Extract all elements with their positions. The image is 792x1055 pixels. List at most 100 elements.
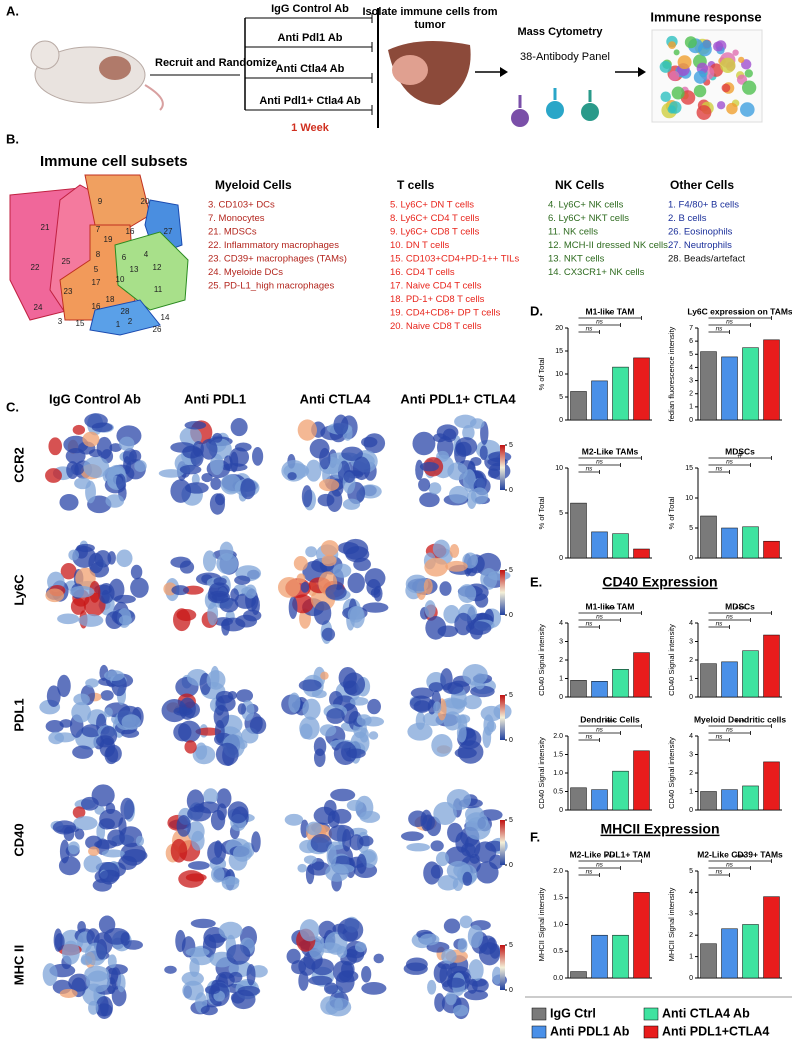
tsne-dot	[738, 56, 745, 63]
bar	[700, 515, 717, 559]
y-tick-label: 2	[689, 932, 693, 939]
tsne-dot	[732, 49, 739, 56]
tsne-cluster	[345, 546, 370, 563]
significance-label: ns	[726, 862, 734, 869]
cluster-label: 21	[41, 223, 50, 232]
subset-item: 5. Ly6C+ DN T cells	[390, 200, 474, 211]
significance-label: #	[737, 449, 742, 459]
colorbar	[500, 445, 505, 490]
tsne-cluster	[488, 451, 512, 463]
y-tick-label: 15	[555, 348, 563, 355]
tsne-cluster	[419, 492, 440, 508]
tsne-cluster	[45, 720, 64, 733]
duration-label: 1 Week	[291, 122, 330, 134]
y-tick-label: 1	[689, 404, 693, 411]
tsne-cluster	[184, 421, 207, 430]
tsne-cluster	[200, 438, 218, 460]
bar	[591, 681, 608, 698]
tsne-cluster	[293, 556, 308, 571]
tsne-cluster	[305, 864, 315, 885]
tsne-dot	[660, 91, 671, 102]
tsne-cluster	[42, 963, 58, 986]
tsne-cluster	[121, 714, 141, 730]
bar	[612, 669, 629, 698]
tsne-cluster	[420, 809, 433, 832]
bar	[612, 533, 629, 559]
tsne-cluster	[117, 973, 126, 993]
tsne-cluster	[442, 682, 464, 695]
tsne-cluster	[91, 784, 115, 807]
tsne-cluster	[362, 602, 389, 613]
y-tick-label: 1	[689, 675, 693, 682]
subset-item: 4. Ly6C+ NK cells	[548, 200, 624, 211]
tsne-cluster	[82, 431, 100, 447]
tsne-cluster	[319, 447, 331, 470]
legend-label: Anti CTLA4 Ab	[662, 1006, 750, 1020]
tsne-cluster	[252, 446, 264, 466]
cluster-label: 15	[76, 319, 85, 328]
tsne-cluster	[480, 705, 503, 722]
y-tick-label: 5	[689, 351, 693, 358]
tsne-cluster	[313, 806, 336, 825]
step-label: Isolate immune cells from tumor	[362, 6, 497, 31]
bar	[763, 896, 780, 979]
subset-item: 15. CD103+CD4+PD-1++ TILs	[390, 254, 519, 265]
tsne-cluster	[434, 993, 445, 1012]
significance-label: ns	[586, 466, 594, 473]
tsne-cluster	[192, 440, 204, 457]
colorbar	[500, 695, 505, 740]
significance-label: ns	[716, 734, 724, 741]
significance-label: ns	[586, 326, 594, 333]
tsne-cluster	[435, 851, 450, 867]
cluster-label: 7	[96, 225, 101, 234]
cluster-label: 11	[154, 285, 163, 294]
tsne-cluster	[468, 959, 484, 982]
tsne-cluster	[46, 685, 61, 707]
significance-label: ns	[716, 326, 724, 333]
y-tick-label: 1	[689, 788, 693, 795]
legend-label: Anti PDL1+CTLA4	[662, 1024, 769, 1038]
panel-letter: F.	[530, 829, 540, 844]
tsne-cluster	[121, 728, 140, 738]
subset-item: 8. Ly6C+ CD4 T cells	[390, 213, 480, 224]
tsne-cluster	[85, 480, 96, 504]
row-label: MHC II	[11, 945, 26, 985]
tsne-cluster	[443, 918, 461, 934]
colorbar	[500, 945, 505, 990]
tsne-cluster	[299, 723, 313, 740]
tsne-dot	[741, 80, 757, 95]
tsne-cluster	[367, 698, 381, 715]
subset-item: 11. NK cells	[548, 227, 598, 238]
bar	[633, 357, 650, 421]
tsne-cluster	[470, 456, 482, 466]
step-label: 38-Antibody Panel	[520, 51, 610, 63]
tsne-cluster	[80, 955, 93, 966]
tsne-dot	[671, 86, 685, 100]
colorbar	[500, 570, 505, 615]
tsne-cluster	[427, 979, 437, 995]
subset-item: 2. B cells	[668, 213, 707, 224]
y-tick-label: 5	[689, 525, 693, 532]
tsne-cluster	[89, 580, 101, 603]
tsne-cluster	[66, 461, 79, 479]
y-tick-label: 1.0	[553, 770, 563, 777]
tsne-dot	[668, 41, 676, 50]
tsne-cluster	[228, 971, 243, 983]
tsne-cluster	[284, 813, 304, 826]
y-tick-label: 0.5	[553, 948, 563, 955]
tsne-cluster	[439, 581, 452, 596]
tsne-cluster	[108, 578, 125, 601]
text-line: Isolate immune cells from	[362, 6, 497, 18]
tsne-cluster	[456, 723, 467, 743]
treatment-label: IgG Control Ab	[271, 3, 349, 15]
tsne-cluster	[277, 576, 301, 598]
tsne-cluster	[343, 469, 355, 483]
tsne-cluster	[349, 696, 369, 706]
tsne-cluster	[292, 594, 314, 614]
tsne-cluster	[299, 919, 320, 942]
y-tick-label: 1.0	[553, 921, 563, 928]
tsne-cluster	[184, 482, 209, 494]
tsne-cluster	[298, 679, 322, 692]
y-tick-label: 0.5	[553, 788, 563, 795]
group-title: NK Cells	[555, 178, 605, 192]
